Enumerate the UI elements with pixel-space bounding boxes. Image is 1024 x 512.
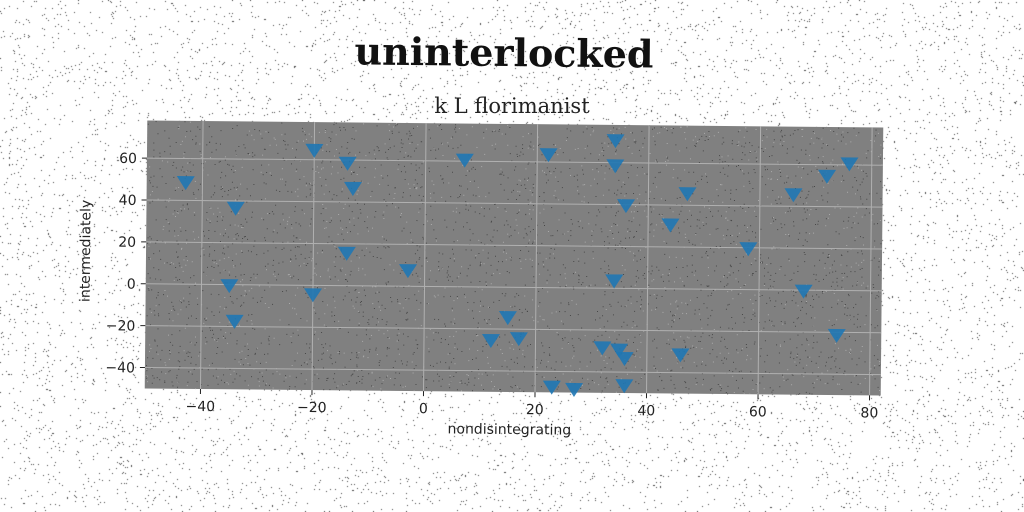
data-point (220, 279, 239, 294)
data-point (337, 246, 356, 261)
plot-area (144, 120, 884, 396)
x-tick-label: 60 (749, 404, 767, 420)
y-gridline (146, 199, 883, 208)
data-point (565, 382, 584, 397)
data-point (610, 343, 629, 358)
y-tick-label: 0 (127, 277, 136, 293)
y-tick-label: 40 (119, 193, 137, 209)
data-point (840, 157, 859, 172)
x-tick-label: 20 (526, 402, 544, 418)
y-tick-label: 20 (118, 235, 136, 251)
data-point (498, 311, 517, 326)
data-point (739, 242, 758, 257)
y-gridline (144, 367, 881, 376)
y-gridline (145, 283, 882, 292)
data-point (678, 187, 697, 202)
x-gridline (311, 122, 316, 391)
y-gridline (145, 325, 882, 334)
data-point (481, 333, 500, 348)
y-gridline (146, 157, 883, 166)
y-axis-label: intermediately (78, 200, 95, 302)
data-point (615, 379, 634, 394)
data-point (455, 153, 474, 168)
x-gridline (423, 123, 427, 392)
x-tick-label: 0 (419, 401, 428, 417)
data-point (338, 156, 357, 171)
x-gridline (869, 127, 873, 396)
grid-lines (144, 121, 883, 396)
data-point (176, 176, 195, 191)
x-tick-label: −20 (297, 400, 327, 416)
data-point (818, 169, 837, 184)
data-point (617, 199, 636, 214)
data-point (225, 314, 244, 329)
data-point (605, 274, 624, 289)
data-point (794, 284, 813, 299)
data-point (226, 201, 245, 216)
data-point (606, 134, 625, 149)
data-point (593, 341, 612, 356)
data-markers (176, 134, 859, 397)
chart-subtitle: k L florimanist (434, 94, 590, 118)
x-tick-label: 40 (637, 403, 655, 419)
x-gridline (199, 121, 204, 390)
data-point (509, 332, 528, 347)
data-point (303, 288, 322, 303)
x-gridline (534, 124, 539, 393)
y-gridline (146, 241, 883, 250)
x-tick-label: −40 (185, 399, 215, 415)
data-point (827, 328, 846, 343)
data-point (671, 348, 690, 363)
x-axis-label: nondisintegrating (447, 421, 571, 438)
data-point (661, 218, 680, 233)
x-gridline (757, 126, 762, 395)
x-ticks: −40 −20 0 20 40 60 80 (185, 388, 878, 422)
x-tick-label: 80 (860, 405, 878, 421)
data-point (606, 159, 625, 174)
data-point (305, 143, 324, 158)
x-gridline (646, 125, 650, 394)
data-point (344, 181, 363, 196)
y-ticks: −40 −20 0 20 40 60 (105, 151, 147, 376)
y-tick-label: −20 (106, 318, 136, 334)
data-point (615, 351, 634, 367)
y-tick-label: −40 (105, 360, 135, 376)
data-point (539, 148, 558, 163)
y-tick-label: 60 (119, 151, 137, 167)
data-point (784, 188, 803, 203)
data-point (399, 264, 418, 279)
data-point (542, 380, 561, 395)
